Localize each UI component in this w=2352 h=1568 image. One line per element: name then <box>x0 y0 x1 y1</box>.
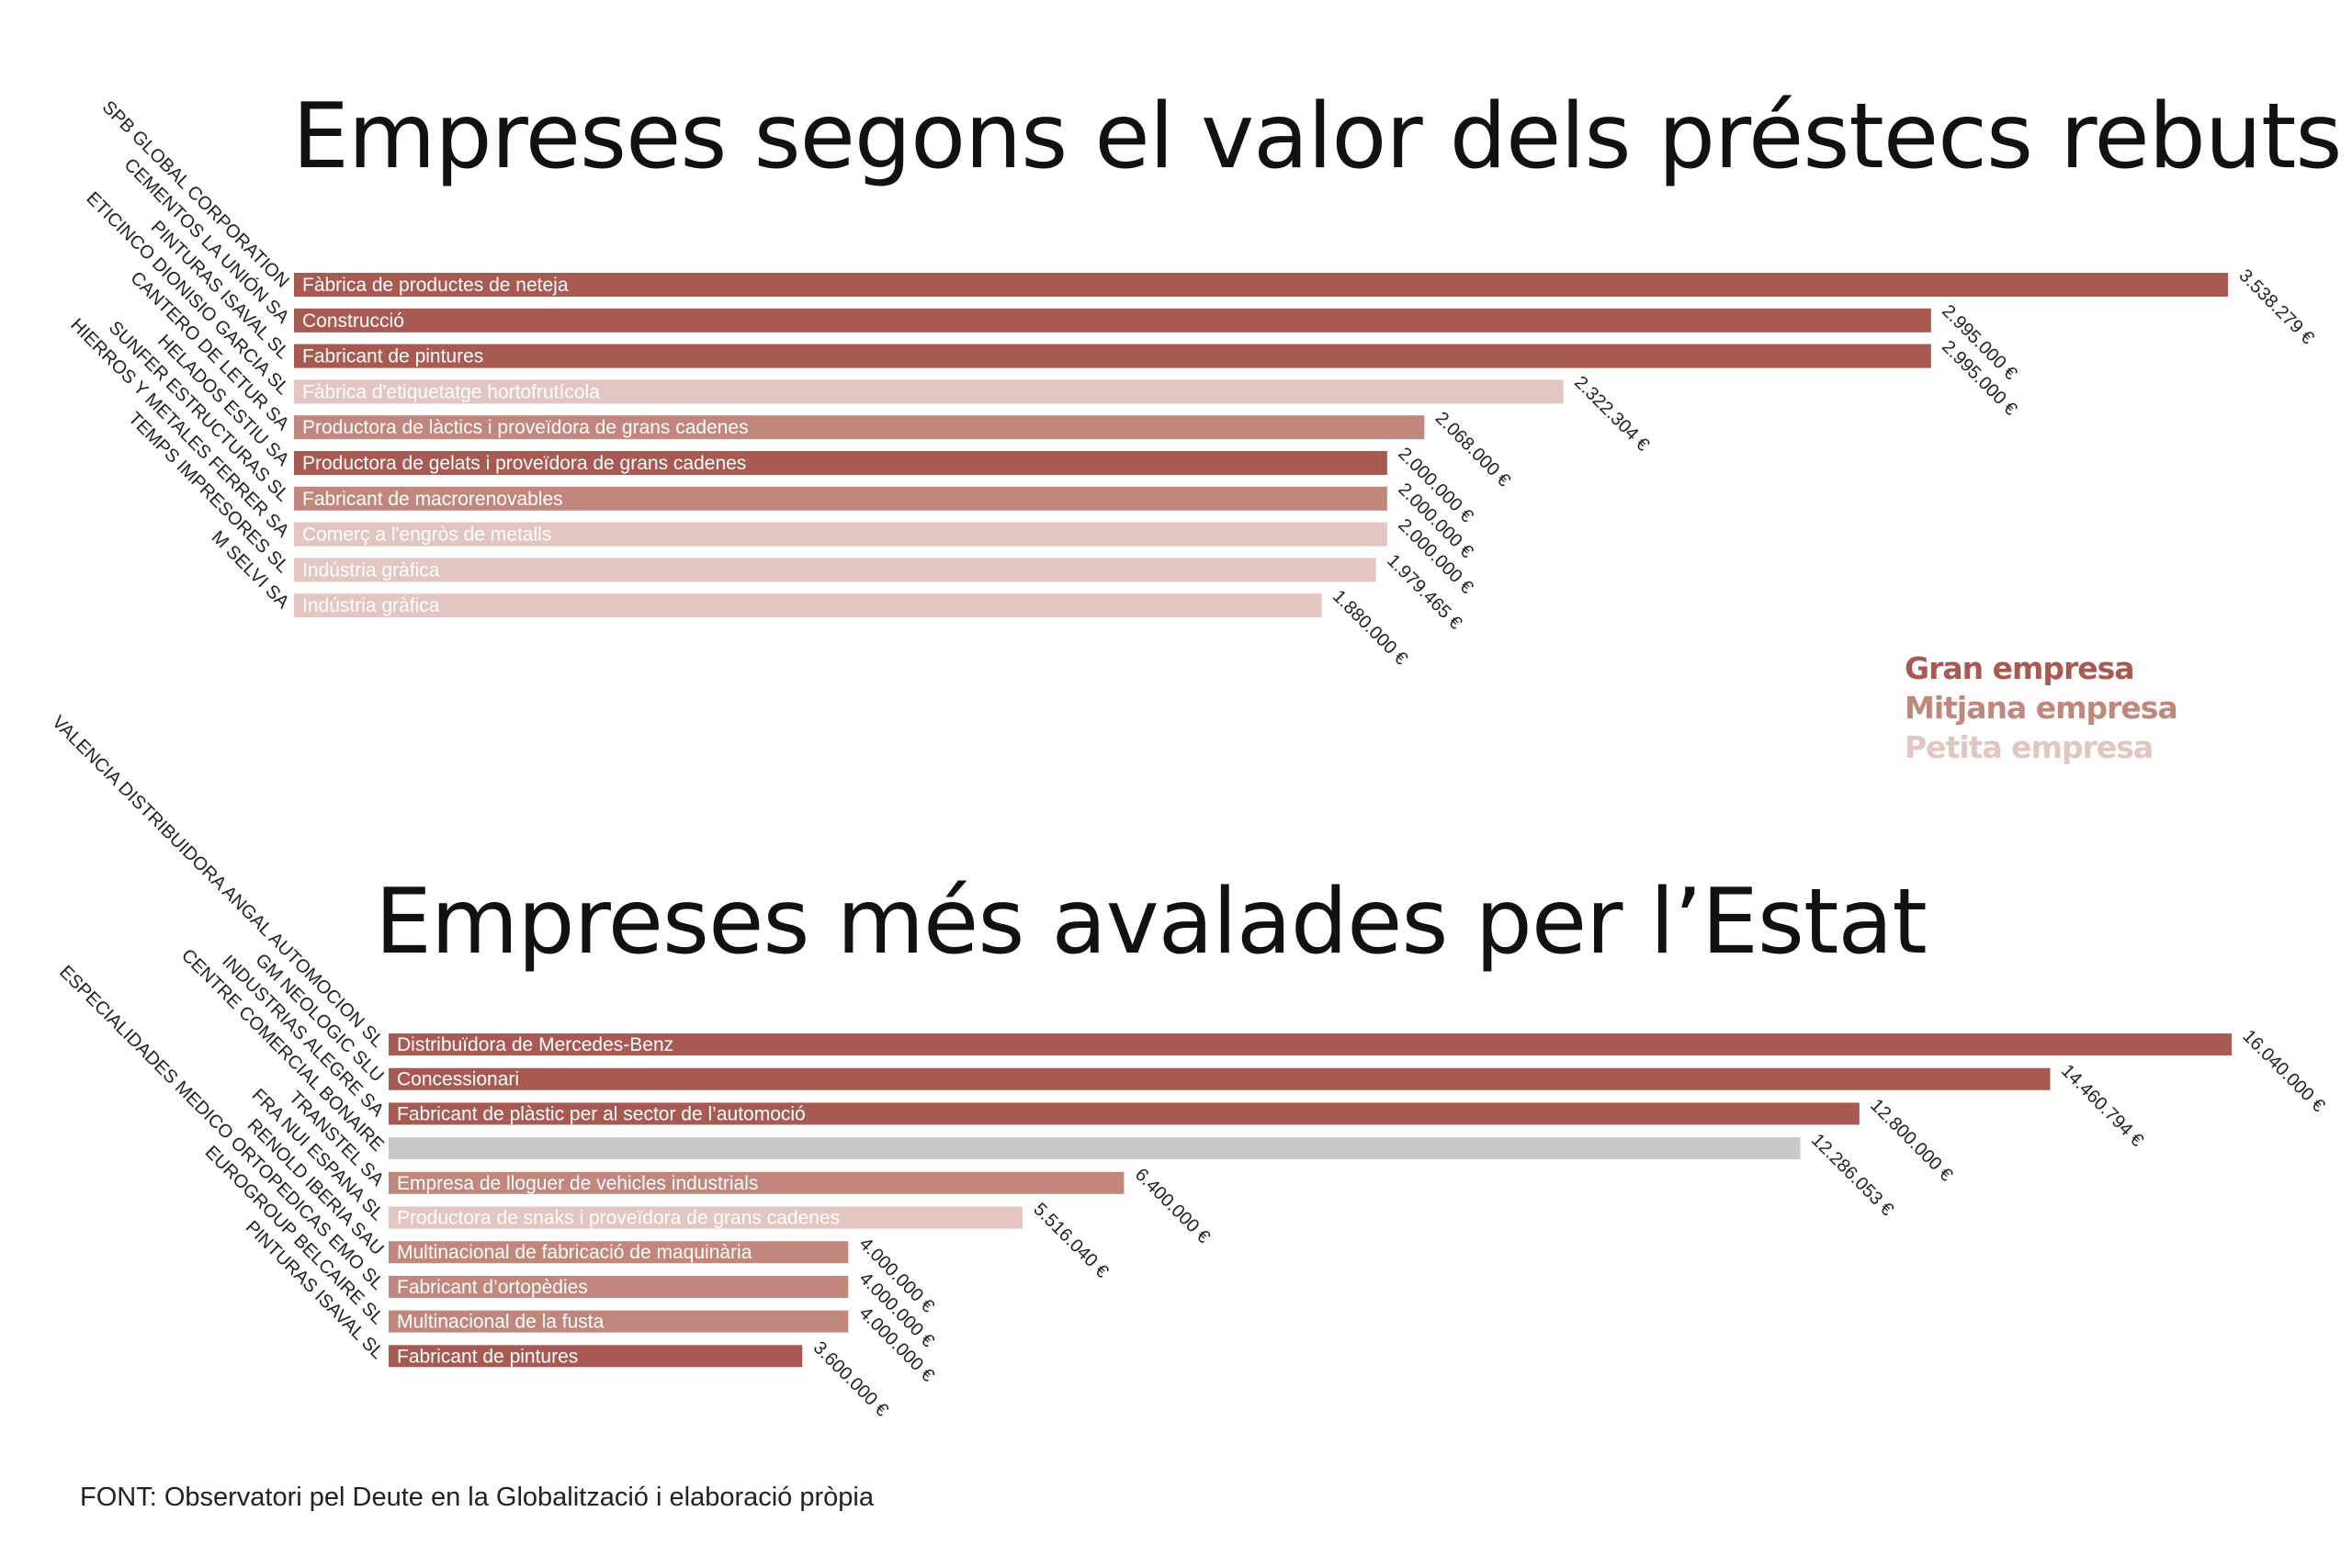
bar-sector-label: Indústria gràfica <box>302 595 440 616</box>
bar-sector-label: Empresa de lloguer de vehicles industria… <box>397 1173 758 1194</box>
bar-sector-label: Construcció <box>302 310 404 332</box>
bar-1-8 <box>294 558 1376 582</box>
bar-2-4 <box>389 1171 1125 1194</box>
value-label: 5.516.040 € <box>1029 1199 1112 1281</box>
legend-item-gran: Gran empresa <box>1905 650 2135 686</box>
legend-item-mitjana: Mitjana empresa <box>1905 690 2178 726</box>
chart1-title: Empreses segons el valor dels préstecs r… <box>292 85 2342 189</box>
bar-sector-label: Fabricant de pintures <box>397 1346 578 1367</box>
source-note: FONT: Observatori pel Deute en la Global… <box>80 1483 874 1512</box>
bar-2-5 <box>389 1206 1023 1229</box>
bar-sector-label: Fabricant de macrorenovables <box>302 489 563 510</box>
bar-sector-label: Fabricant d’ortopèdies <box>397 1277 588 1298</box>
bar-sector-label: Fabricant de pintures <box>302 346 483 367</box>
bar-2-1 <box>389 1067 2051 1090</box>
bar-1-9 <box>294 593 1322 618</box>
bar-1-2 <box>294 344 1931 368</box>
bar-sector-label: Fàbrica d'etiquetatge hortofrutícola <box>302 381 600 402</box>
bar-2-3 <box>389 1137 1801 1160</box>
bar-sector-label: Concessionari <box>397 1069 519 1090</box>
bar-2-6 <box>389 1241 849 1264</box>
bar-1-3 <box>294 379 1564 404</box>
value-label: 6.400.000 € <box>1131 1165 1214 1247</box>
value-label: 3.600.000 € <box>809 1337 892 1420</box>
legend: Gran empresa Mitjana empresa Petita empr… <box>1905 649 2178 767</box>
bar-1-5 <box>294 451 1387 475</box>
bar-1-7 <box>294 522 1387 547</box>
value-label: 14.460.794 € <box>2057 1061 2147 1151</box>
bar-sector-label: Fabricant de plàstic per al sector de l’… <box>397 1103 806 1124</box>
value-label: 12.286.053 € <box>1807 1130 1897 1220</box>
bar-sector-label: Indústria gràfica <box>302 559 440 581</box>
bar-1-6 <box>294 486 1387 511</box>
bar-2-8 <box>389 1310 849 1333</box>
legend-item-petita: Petita empresa <box>1905 729 2154 765</box>
bar-sector-label: Productora de làctics i proveïdora de gr… <box>302 417 749 438</box>
bar-1-1 <box>294 308 1931 333</box>
chart2-title: Empreses més avalades per l’Estat <box>375 870 1928 975</box>
bar-sector-label: Distribuïdora de Mercedes-Benz <box>397 1034 673 1055</box>
bar-1-0 <box>294 273 2228 297</box>
bar-sector-label: Multinacional de fabricació de maquinàri… <box>397 1242 752 1263</box>
bar-2-2 <box>389 1102 1860 1125</box>
bar-2-7 <box>389 1275 849 1298</box>
bar-sector-label: Fàbrica de productes de neteja <box>302 275 569 296</box>
value-label: 12.800.000 € <box>1866 1095 1956 1185</box>
bar-sector-label: Productora de gelats i proveïdora de gra… <box>302 453 746 474</box>
bar-sector-label: Productora de snaks i proveïdora de gran… <box>397 1208 840 1229</box>
bar-2-9 <box>389 1345 803 1368</box>
bar-2-0 <box>389 1033 2232 1055</box>
bar-1-4 <box>294 415 1425 440</box>
bar-sector-label: Multinacional de la fusta <box>397 1312 605 1333</box>
bar-sector-label: Comerç a l'engròs de metalls <box>302 525 551 546</box>
value-label: 16.040.000 € <box>2238 1026 2328 1116</box>
